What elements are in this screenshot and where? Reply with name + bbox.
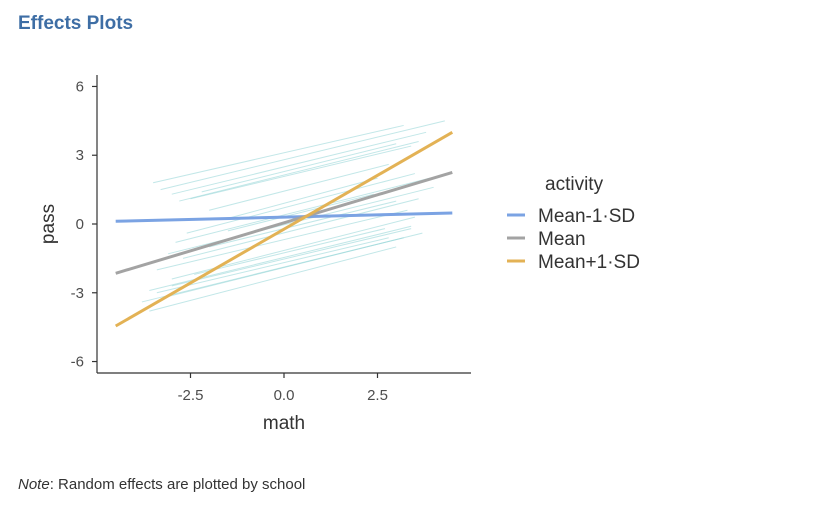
random-effect-line xyxy=(156,237,389,294)
y-axis-label: pass xyxy=(38,204,59,244)
series-line xyxy=(114,131,454,328)
legend-label: Mean xyxy=(538,229,586,250)
random-effect-line xyxy=(224,177,378,220)
random-effect-line xyxy=(209,200,397,248)
note-text: : Random effects are plotted by school xyxy=(49,476,306,493)
random-effect-line xyxy=(209,163,389,211)
random-effect-line xyxy=(186,173,416,234)
x-tick-label: 2.5 xyxy=(367,387,388,404)
random-effect-line xyxy=(156,209,408,271)
random-effect-line xyxy=(194,228,386,275)
y-tick-label: -6 xyxy=(71,354,84,371)
legend-title: activity xyxy=(545,174,604,195)
x-ticks: -2.5 0.0 2.5 xyxy=(178,373,388,404)
random-effect-line xyxy=(171,131,427,195)
legend-label: Mean-1·SD xyxy=(538,206,635,227)
series-line xyxy=(115,211,453,223)
note-label: Note xyxy=(18,476,50,493)
random-effect-line xyxy=(149,246,397,312)
legend-label: Mean+1·SD xyxy=(538,252,640,273)
x-axis-label: math xyxy=(263,413,305,434)
random-effects-layer xyxy=(141,120,445,312)
random-effect-line xyxy=(152,124,404,184)
random-effect-line xyxy=(149,225,412,291)
random-effect-line xyxy=(227,193,374,232)
y-tick-label: 6 xyxy=(76,78,84,95)
random-effect-line xyxy=(190,145,412,200)
random-effect-line xyxy=(164,237,404,298)
y-tick-label: -3 xyxy=(71,285,84,302)
random-effect-line xyxy=(201,143,397,193)
footnote: Note: Random effects are plotted by scho… xyxy=(18,476,305,493)
x-tick-label: -2.5 xyxy=(178,387,204,404)
page-title: Effects Plots xyxy=(18,13,134,34)
y-tick-label: 3 xyxy=(76,147,84,164)
x-tick-label: 0.0 xyxy=(274,387,295,404)
random-effect-line xyxy=(160,120,445,191)
random-effect-line xyxy=(171,228,412,287)
random-effect-line xyxy=(179,140,419,202)
y-tick-label: 0 xyxy=(76,216,84,233)
series-layer xyxy=(114,131,454,328)
series-line xyxy=(115,170,453,275)
y-ticks: -6 -3 0 3 6 xyxy=(71,78,97,371)
random-effect-line xyxy=(182,198,419,259)
random-effect-line xyxy=(175,177,430,243)
